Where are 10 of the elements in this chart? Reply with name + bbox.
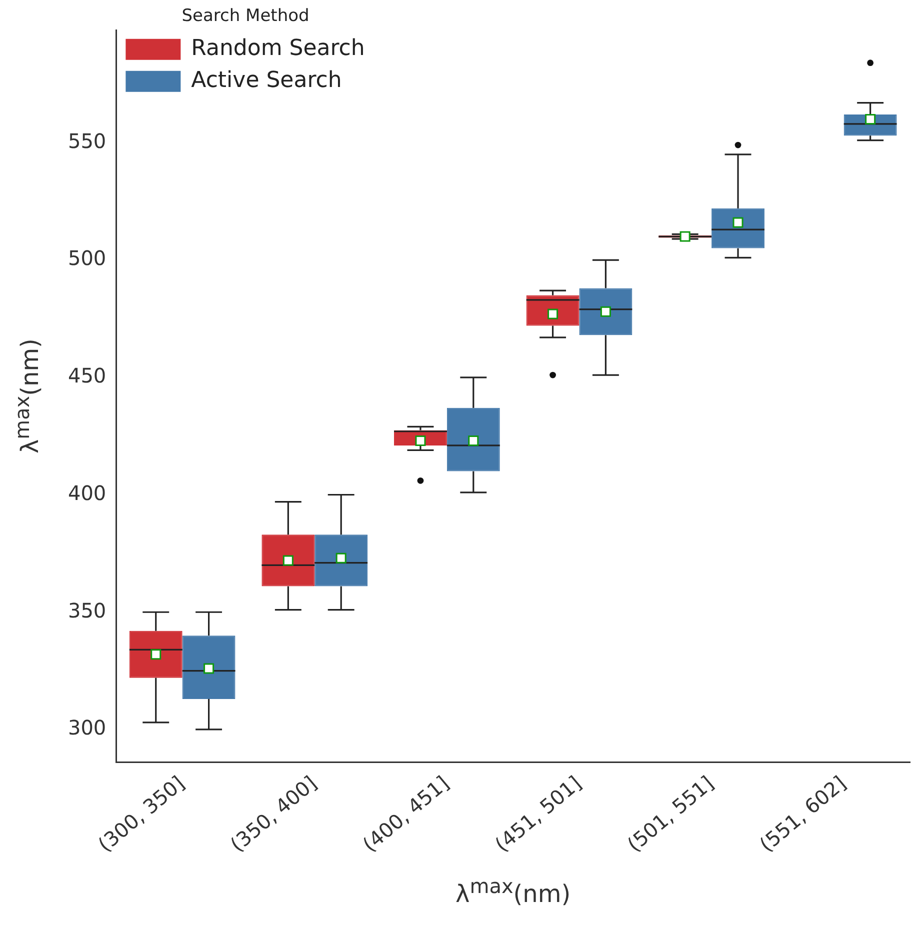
y-tick-label: 300	[68, 716, 106, 740]
y-tick-label: 500	[68, 246, 106, 270]
x-axis-title: λ$^{max}$(nm)	[454, 874, 572, 908]
legend-label: Random Search	[191, 36, 365, 62]
y-tick-label: 550	[68, 128, 106, 153]
y-tick-label: 350	[68, 598, 106, 622]
legend-label: Active Search	[191, 68, 342, 94]
y-tick-label: 450	[68, 364, 106, 388]
legend-title: Search Method	[182, 6, 310, 26]
y-tick-label: 400	[68, 480, 106, 505]
